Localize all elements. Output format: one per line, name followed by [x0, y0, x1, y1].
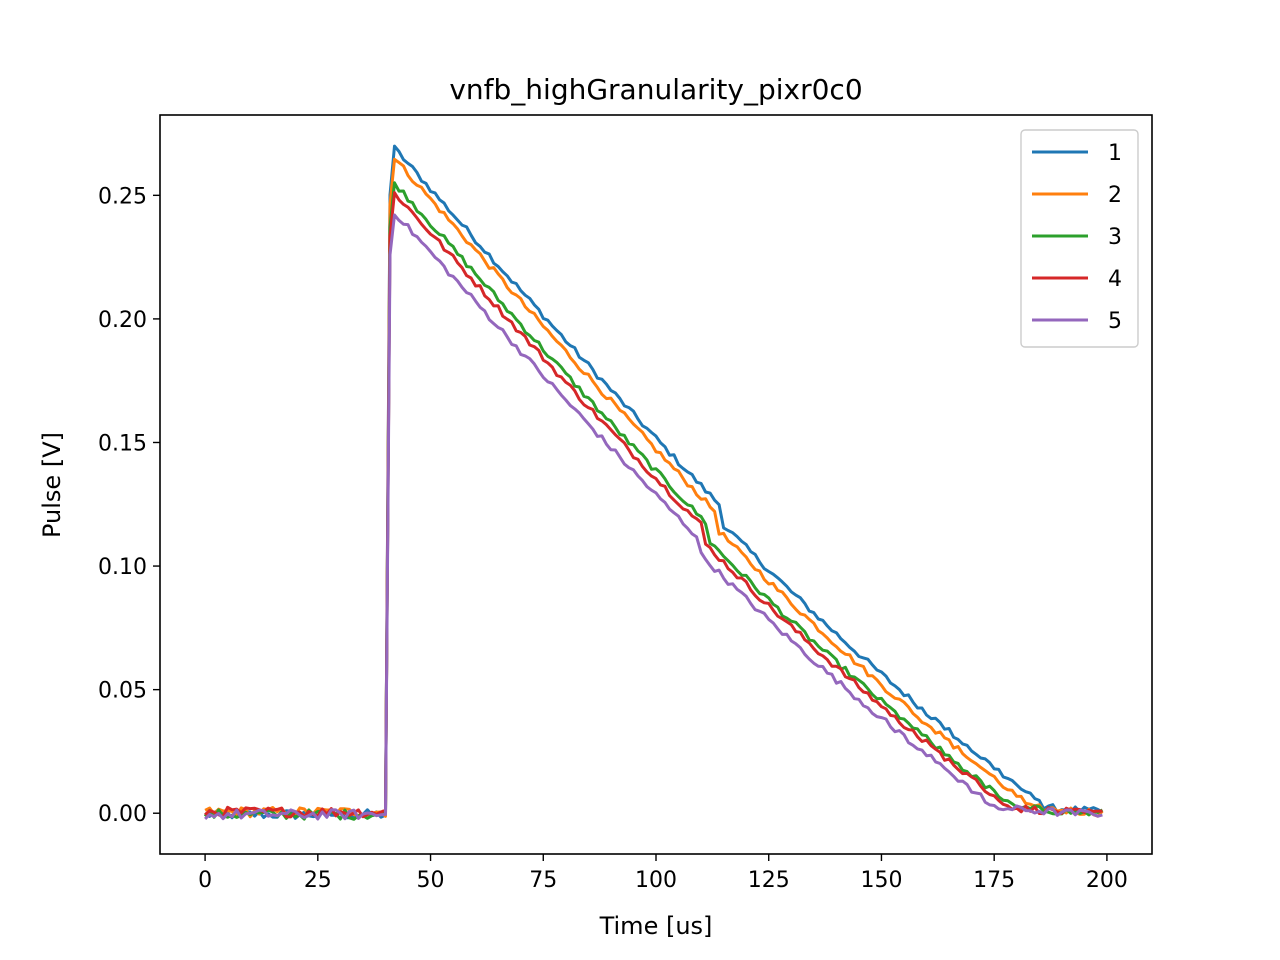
y-axis-label: Pulse [V]: [38, 432, 66, 538]
x-tick-label: 150: [860, 868, 902, 893]
x-axis-label: Time [us]: [599, 912, 713, 940]
y-tick-label: 0.15: [98, 431, 147, 456]
x-axis: 0 25 50 75 100 125 150 175 200: [198, 854, 1128, 893]
x-tick-label: 200: [1086, 868, 1128, 893]
legend-label-1: 1: [1108, 141, 1122, 166]
series-line-3: [203, 181, 1104, 821]
x-tick-label: 25: [304, 868, 332, 893]
x-tick-label: 50: [417, 868, 445, 893]
x-tick-label: 125: [748, 868, 790, 893]
x-tick-label: 75: [529, 868, 557, 893]
y-tick-label: 0.25: [98, 184, 147, 209]
legend-label-2: 2: [1108, 183, 1122, 208]
series-layer: [203, 144, 1104, 821]
x-tick-label: 0: [198, 868, 212, 893]
x-tick-label: 175: [973, 868, 1015, 893]
legend: 1 2 3 4 5: [1020, 129, 1139, 348]
legend-box: [1020, 129, 1139, 348]
series-line-5: [204, 213, 1103, 821]
y-axis: 0.00 0.05 0.10 0.15 0.20 0.25: [98, 184, 160, 827]
x-tick-label: 100: [635, 868, 677, 893]
legend-label-4: 4: [1108, 267, 1122, 292]
series-line-2: [204, 157, 1104, 819]
y-tick-label: 0.05: [98, 679, 147, 704]
legend-label-3: 3: [1108, 225, 1122, 250]
chart-title: vnfb_highGranularity_pixr0c0: [449, 73, 862, 106]
legend-label-5: 5: [1108, 309, 1122, 334]
y-tick-label: 0.00: [98, 802, 147, 827]
y-tick-label: 0.10: [98, 555, 147, 580]
y-tick-label: 0.20: [98, 308, 147, 333]
plot-area: [160, 115, 1152, 854]
